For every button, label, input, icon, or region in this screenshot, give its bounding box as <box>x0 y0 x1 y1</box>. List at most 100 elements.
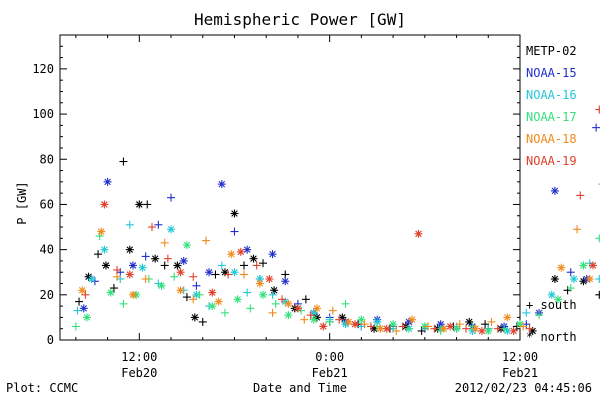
point-noaa-18-north <box>344 317 353 326</box>
y-tick-label: 80 <box>40 152 54 166</box>
point-noaa-19-south <box>366 322 375 331</box>
marker-stroke <box>231 210 238 217</box>
point-noaa-15-south <box>592 123 600 132</box>
x-tick-date-label: Feb21 <box>502 366 538 380</box>
marker-stroke <box>177 287 184 294</box>
point-noaa-17-south <box>170 272 179 281</box>
marker-stroke <box>345 318 352 326</box>
y-tick-label: 40 <box>40 243 54 257</box>
point-noaa-17-north <box>106 288 115 297</box>
marker-stroke <box>465 318 473 326</box>
marker-stroke <box>504 327 511 335</box>
point-noaa-18-north <box>284 299 293 308</box>
point-noaa-19-south <box>398 322 407 331</box>
marker-stroke <box>529 327 536 335</box>
marker-stroke <box>446 323 454 330</box>
point-noaa-17-north <box>579 261 588 270</box>
point-noaa-18-south <box>141 275 150 283</box>
point-noaa-18-north <box>255 279 264 288</box>
point-metp-02-south <box>281 270 290 279</box>
point-noaa-18-south <box>201 236 210 245</box>
point-noaa-15-north <box>103 177 112 186</box>
marker-stroke <box>97 228 105 235</box>
point-noaa-16-south <box>268 290 277 299</box>
marker-stroke <box>101 201 108 208</box>
marker-stroke <box>586 275 594 283</box>
chart-title: Hemispheric Power [GW] <box>194 10 406 29</box>
point-noaa-19-north <box>351 320 360 329</box>
point-noaa-18-north <box>78 286 87 295</box>
marker-stroke <box>129 262 137 269</box>
point-noaa-18-south <box>189 295 198 304</box>
marker-stroke <box>107 289 115 296</box>
marker-stroke <box>408 316 416 323</box>
point-noaa-16-south <box>73 306 82 315</box>
point-noaa-17-north <box>208 302 217 311</box>
marker-stroke <box>313 305 321 312</box>
point-noaa-17-north <box>259 290 268 299</box>
marker-stroke <box>88 275 95 283</box>
point-noaa-19-north <box>208 288 217 297</box>
marker-stroke <box>516 320 524 328</box>
marker-stroke <box>78 287 86 294</box>
marker-stroke <box>129 291 137 299</box>
marker-stroke <box>310 316 318 323</box>
south-symbol: + <box>526 298 534 312</box>
point-noaa-19-south <box>430 324 439 333</box>
y-tick-label: 100 <box>32 107 54 121</box>
point-noaa-19-north <box>100 200 109 209</box>
point-noaa-18-north <box>471 324 480 333</box>
point-noaa-18-north <box>128 290 137 299</box>
marker-stroke <box>237 248 245 256</box>
marker-stroke <box>180 257 187 265</box>
marker-stroke <box>358 316 365 323</box>
point-noaa-19-south <box>189 272 198 281</box>
marker-stroke <box>472 325 479 332</box>
point-noaa-19-north <box>265 275 274 283</box>
point-noaa-16-south <box>522 308 531 317</box>
marker-stroke <box>373 318 381 326</box>
marker-stroke <box>250 255 257 262</box>
marker-stroke <box>126 246 134 253</box>
point-noaa-19-south <box>278 295 287 304</box>
point-noaa-19-south <box>595 105 600 114</box>
point-noaa-16-north <box>87 275 96 283</box>
point-noaa-15-north <box>243 245 252 254</box>
point-metp-02-north <box>270 286 279 295</box>
legend-noaa-15: NOAA-15 <box>526 66 577 80</box>
marker-stroke <box>177 268 184 276</box>
marker-stroke <box>377 325 384 332</box>
point-noaa-18-north <box>227 250 236 259</box>
legend-noaa-18: NOAA-18 <box>526 132 577 146</box>
point-noaa-17-north <box>357 315 366 324</box>
marker-stroke <box>285 300 292 308</box>
point-noaa-17-north <box>309 315 318 324</box>
point-noaa-15-south <box>566 268 575 277</box>
point-noaa-18-south <box>160 238 169 247</box>
point-metp-02-north <box>173 261 182 270</box>
y-tick-label: 120 <box>32 62 54 76</box>
point-noaa-15-south <box>230 227 239 236</box>
point-noaa-19-south <box>525 324 534 333</box>
marker-stroke <box>205 268 213 276</box>
marker-stroke <box>139 264 146 271</box>
marker-stroke <box>80 305 88 312</box>
point-noaa-17-north <box>82 313 91 322</box>
point-metp-02-north <box>135 200 144 209</box>
marker-stroke <box>104 178 111 186</box>
point-noaa-18-north <box>97 227 106 236</box>
marker-legend-south: + south <box>526 298 577 312</box>
point-metp-02-south <box>143 200 152 209</box>
point-noaa-19-south <box>148 223 156 232</box>
point-noaa-17-south <box>195 290 204 299</box>
marker-stroke <box>191 314 199 321</box>
x-tick-time-label: 12:00 <box>502 350 538 364</box>
marker-stroke <box>266 275 273 283</box>
point-noaa-15-north <box>79 304 88 313</box>
marker-stroke <box>259 291 267 299</box>
point-noaa-18-south <box>240 270 248 279</box>
point-noaa-17-south <box>220 308 229 317</box>
marker-stroke <box>485 327 492 335</box>
marker-stroke <box>256 280 264 287</box>
